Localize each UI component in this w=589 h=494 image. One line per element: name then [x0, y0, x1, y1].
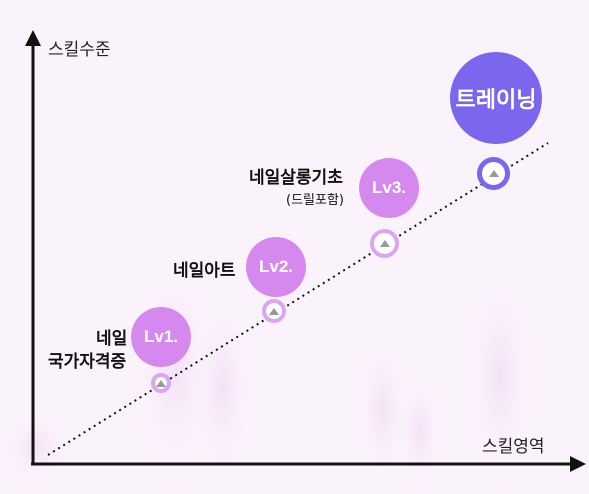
step1-marker	[151, 373, 171, 393]
triangle-up-icon	[156, 379, 166, 387]
x-axis-arrow	[570, 456, 586, 472]
y-axis-label: 스킬수준	[48, 40, 111, 60]
step3-level-circle: Lv3.	[359, 158, 419, 218]
y-axis-arrow	[25, 30, 41, 46]
step2-marker	[262, 299, 286, 323]
triangle-up-icon	[488, 170, 499, 177]
step3-note: (드릴포함)	[286, 193, 344, 208]
step3-marker	[370, 229, 399, 258]
step1-name-line2: 국가자격증	[48, 352, 127, 372]
training-marker	[477, 157, 510, 190]
x-axis-label: 스킬영역	[482, 437, 545, 457]
step2-name: 네일아트	[173, 261, 236, 281]
step1-level-circle: Lv1.	[131, 307, 191, 367]
step3-name: 네일살롱기초	[249, 168, 343, 188]
triangle-up-icon	[379, 240, 390, 247]
step2-level-circle: Lv2.	[246, 237, 306, 297]
training-circle: 트레이닝	[450, 52, 542, 144]
step1-name-line1: 네일	[96, 329, 128, 349]
decorative-waves	[5, 290, 530, 490]
triangle-up-icon	[269, 307, 279, 315]
trend-line	[47, 142, 549, 456]
